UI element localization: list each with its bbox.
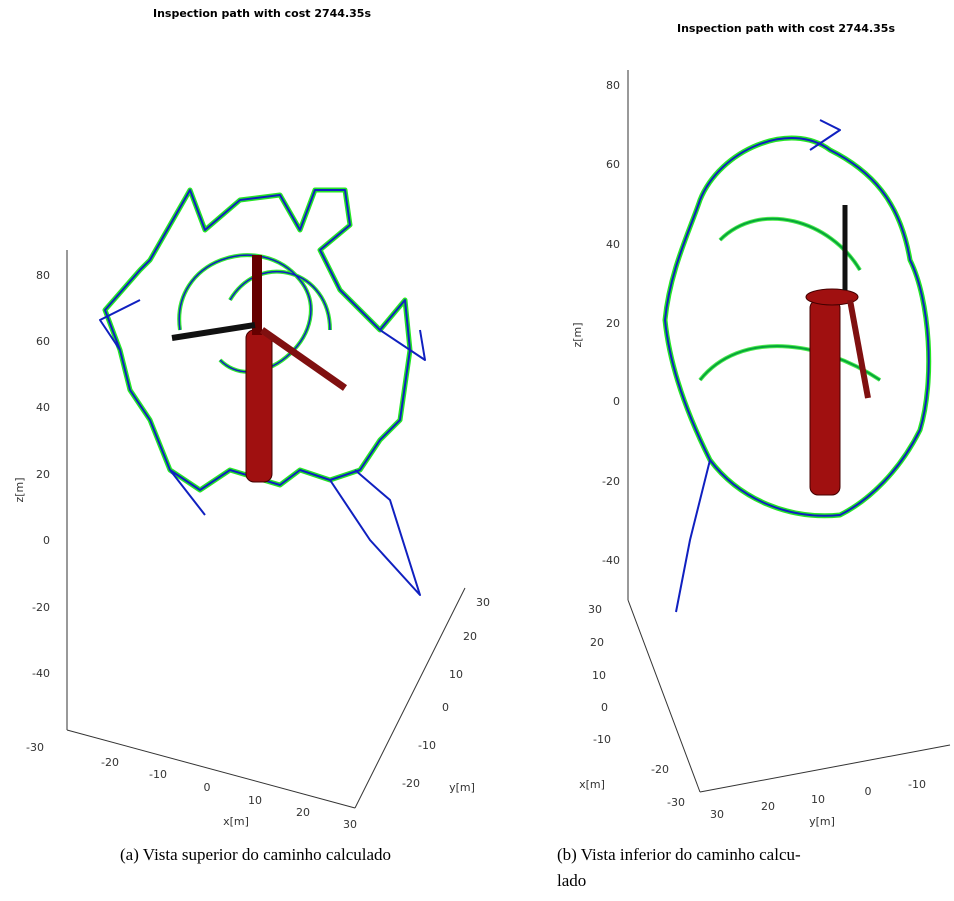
x-tick-label: -10 xyxy=(149,768,167,781)
x-tick-label: 0 xyxy=(204,781,211,794)
z-tick-label: 0 xyxy=(613,395,620,408)
z-tick-label: -20 xyxy=(602,475,620,488)
x-tick-label: -30 xyxy=(667,796,685,809)
x-tick-label: 10 xyxy=(248,794,262,807)
z-tick-label: 60 xyxy=(606,158,620,171)
y-tick-label: 10 xyxy=(592,669,606,682)
x-tick-label: 30 xyxy=(710,808,724,821)
caption: lado xyxy=(557,871,586,890)
y-tick-label: 20 xyxy=(590,636,604,649)
y-tick-label: -10 xyxy=(593,733,611,746)
x-tick-label: -30 xyxy=(26,741,44,754)
x-axis-label: x[m] xyxy=(579,778,605,791)
y-tick-label: 20 xyxy=(463,630,477,643)
y-tick-label: 30 xyxy=(588,603,602,616)
z-tick-label: 0 xyxy=(43,534,50,547)
x-tick-label: 20 xyxy=(761,800,775,813)
axes-b xyxy=(628,70,950,792)
plot-title: Inspection path with cost 2744.35s xyxy=(677,22,895,35)
y-tick-label: 0 xyxy=(442,701,449,714)
z-axis-label: z[m] xyxy=(571,322,584,347)
x-tick-label: 0 xyxy=(865,785,872,798)
z-tick-label: 60 xyxy=(36,335,50,348)
x-axis-label: x[m] xyxy=(223,815,249,828)
x-tick-label: 10 xyxy=(811,793,825,806)
z-tick-label: 20 xyxy=(606,317,620,330)
figure: Inspection path with cost 2744.35s 80 60 40… xyxy=(0,0,954,901)
x-tick-label: 20 xyxy=(296,806,310,819)
z-axis-label: z[m] xyxy=(13,477,26,502)
z-tick-label: 20 xyxy=(36,468,50,481)
y-tick-label: -20 xyxy=(402,777,420,790)
plot-drawing-a xyxy=(100,190,425,595)
x-tick-label: -20 xyxy=(651,763,669,776)
z-tick-label: 40 xyxy=(36,401,50,414)
x-tick-label: -10 xyxy=(908,778,926,791)
x-tick-label: 30 xyxy=(343,818,357,831)
z-tick-label: -40 xyxy=(32,667,50,680)
x-tick-label: -20 xyxy=(101,756,119,769)
z-tick-label: 80 xyxy=(606,79,620,92)
z-tick-label: 80 xyxy=(36,269,50,282)
y-axis-label: y[m] xyxy=(449,781,475,794)
y-tick-label: 10 xyxy=(449,668,463,681)
y-axis-label: y[m] xyxy=(809,815,835,828)
y-tick-label: 30 xyxy=(476,596,490,609)
y-tick-label: 0 xyxy=(601,701,608,714)
caption: (b) Vista inferior do caminho calcu- xyxy=(557,845,801,864)
z-tick-label: 40 xyxy=(606,238,620,251)
plot-drawing-b xyxy=(665,120,929,612)
z-tick-label: -40 xyxy=(602,554,620,567)
caption: (a) Vista superior do caminho calculado xyxy=(120,845,391,864)
z-tick-label: -20 xyxy=(32,601,50,614)
y-tick-label: -10 xyxy=(418,739,436,752)
plot-title: Inspection path with cost 2744.35s xyxy=(153,7,371,20)
